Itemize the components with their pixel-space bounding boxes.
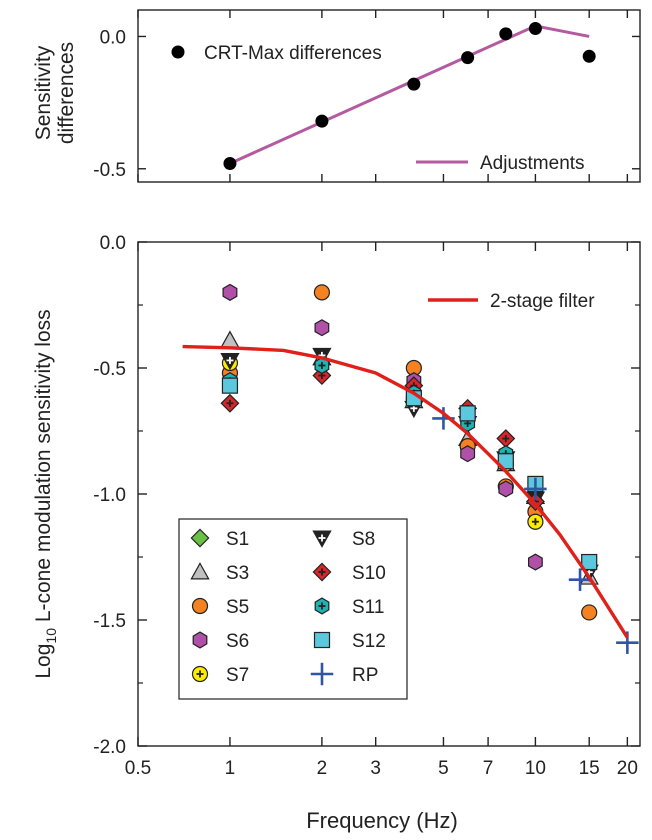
crt-point (582, 49, 596, 63)
bottom-xtick-label: 1 (225, 758, 236, 779)
marker-s6 (460, 445, 476, 463)
marker-s12 (497, 453, 514, 470)
bottom-ylabel: Log10 L-cone modulation sensitivity loss (32, 309, 59, 678)
ylabel-rest: L-cone modulation sensitivity loss (32, 309, 55, 628)
legend-label-s5: S5 (226, 597, 249, 618)
legend-marker-s12 (313, 631, 331, 649)
top-axes: 0.0 -0.5 (93, 10, 640, 182)
crt-point (315, 114, 329, 128)
legend-label-s12: S12 (352, 631, 386, 652)
marker-s5 (313, 284, 331, 301)
two-stage-filter-curve (182, 344, 629, 639)
marker-s6 (498, 480, 514, 498)
bottom-xtick-label: 3 (370, 758, 381, 779)
subject-legend: S1 S3 S5 S6 S7 S8 S10 S11 S12 RP (190, 528, 386, 686)
crt-point (223, 156, 237, 170)
legend-marker-s5 (191, 597, 209, 615)
crt-max-points (223, 22, 596, 170)
bottom-xlabel: Frequency (Hz) (306, 808, 458, 833)
crt-point (461, 51, 475, 65)
legend-label-s1: S1 (226, 529, 249, 550)
bottom-xtick-label: 2 (317, 758, 328, 779)
marker-s12 (459, 405, 476, 422)
subject-legend-box (178, 518, 408, 700)
bottom-axes: 0.0 -0.5 -1.0 -1.5 -2.00.5 1 2 3 5 7 10 15 20 (93, 233, 640, 779)
bottom-ytick-label: 0.0 (100, 233, 126, 254)
bottom-xtick-label: 20 (617, 758, 638, 779)
legend-label-s3: S3 (226, 563, 249, 584)
bottom-xtick-label: 15 (579, 758, 600, 779)
crt-point (407, 77, 421, 91)
legend-label-s8: S8 (352, 529, 375, 550)
bottom-xtick-label: 5 (438, 758, 449, 779)
legend-label-s10: S10 (352, 563, 386, 584)
crt-point (499, 27, 513, 41)
marker-s6 (527, 553, 543, 571)
crt-point (528, 22, 542, 36)
bottom-ytick-label: -0.5 (93, 359, 126, 380)
legend-marker-s1 (190, 528, 210, 548)
marker-s5 (581, 604, 598, 621)
marker-s12 (581, 553, 598, 571)
top-ylabel-line2: differences (55, 42, 78, 144)
bottom-xtick-label: 10 (525, 758, 546, 779)
bottom-xtick-label: 0.5 (125, 758, 151, 779)
legend-marker-s6 (192, 631, 208, 649)
legend-label-rp: RP (352, 665, 378, 686)
top-plot-frame (137, 9, 641, 183)
bottom-ytick-label: -1.0 (93, 485, 126, 506)
legend-filter-label: 2-stage filter (490, 291, 595, 312)
bottom-ytick-label: -2.0 (93, 737, 126, 758)
top-ylabel-line1: Sensitivity (32, 45, 55, 140)
top-ytick-label: 0.0 (100, 27, 126, 48)
marker-s12 (221, 377, 239, 394)
marker-s6 (222, 283, 238, 301)
ylabel-subscript: 10 (43, 628, 59, 644)
marker-s3 (220, 330, 240, 348)
bottom-ytick-label: -1.5 (93, 611, 126, 632)
bottom-xtick-label: 7 (483, 758, 494, 779)
legend-crt-label: CRT-Max differences (204, 43, 382, 64)
top-ytick-label: -0.5 (93, 160, 126, 181)
legend-label-s11: S11 (352, 597, 384, 618)
subject-markers (220, 283, 639, 654)
legend-crt-marker (171, 45, 185, 59)
legend-label-s6: S6 (226, 631, 249, 652)
legend-adjust-label: Adjustments (480, 153, 585, 174)
marker-s6 (314, 319, 330, 337)
bottom-panel: 0.0 -0.5 -1.0 -1.5 -2.00.5 1 2 3 5 7 10 15 20 Log10 … (32, 233, 641, 833)
top-panel: 0.0 -0.5 Sensitivity differences CRT-Max … (32, 9, 641, 183)
ylabel-log: Log (32, 644, 55, 679)
legend-label-s7: S7 (226, 665, 249, 686)
legend-marker-s3 (190, 562, 210, 580)
